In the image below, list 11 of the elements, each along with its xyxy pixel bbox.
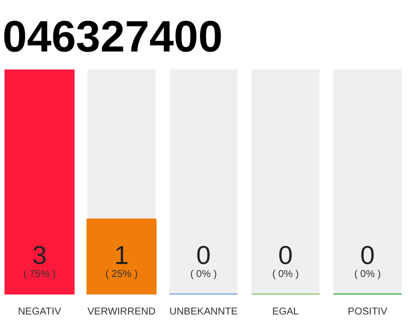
data-label: 3 ( 75% ) <box>23 240 56 280</box>
data-label: 1 ( 25% ) <box>105 240 138 280</box>
x-tick-label: POSITIV <box>348 306 388 318</box>
data-label: 0 ( 0% ) <box>354 240 381 280</box>
x-tick-label: UNBEKANNTE <box>169 306 238 318</box>
x-tick-label: NEGATIV <box>18 306 62 318</box>
chart-title: 046327400 <box>2 12 223 62</box>
x-tick-label: EGAL <box>272 306 300 318</box>
data-label: 0 ( 0% ) <box>190 240 217 280</box>
data-label: 0 ( 0% ) <box>272 240 299 280</box>
x-tick-label: VERWIRREND <box>87 306 156 318</box>
